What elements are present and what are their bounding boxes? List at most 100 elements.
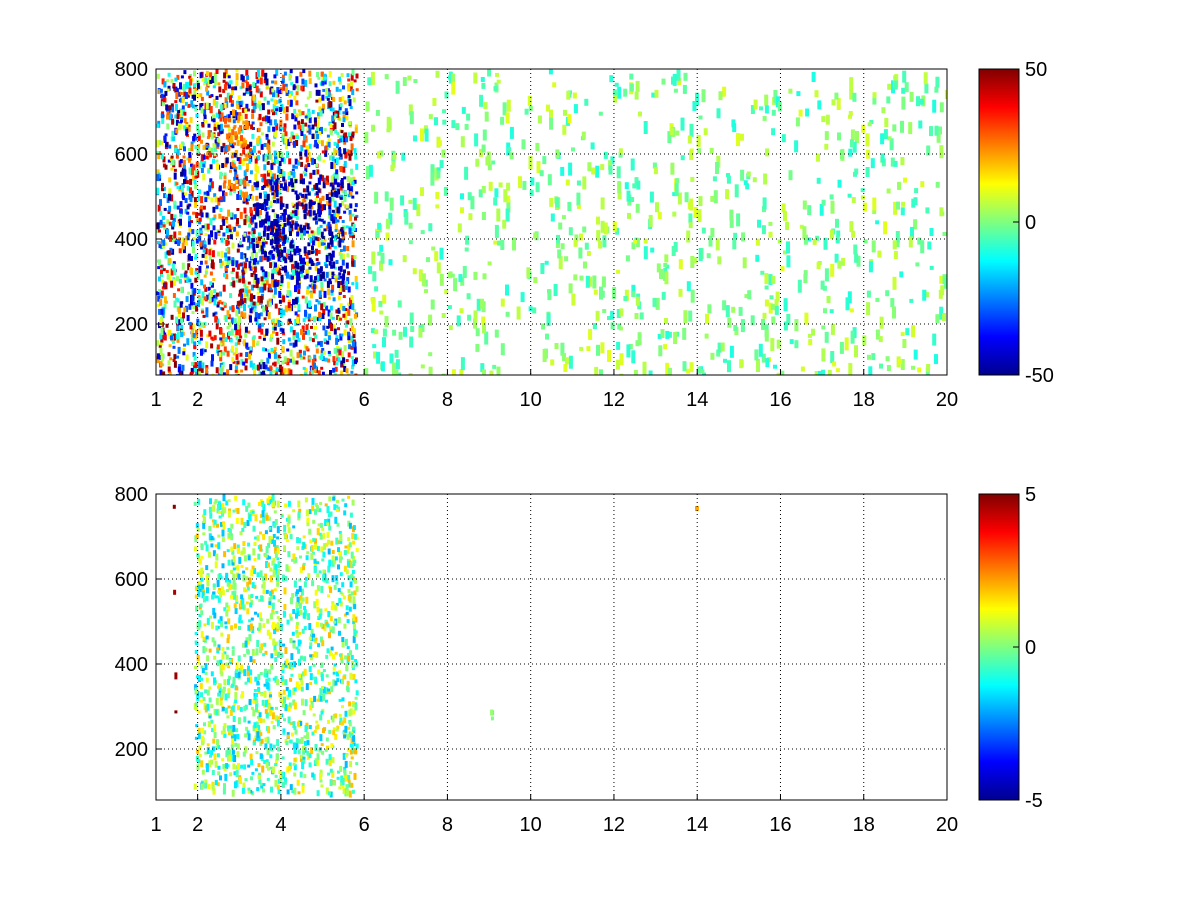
- heatmap-cell: [245, 342, 249, 349]
- heatmap-cell: [351, 499, 355, 506]
- heatmap-cell: [332, 654, 335, 660]
- heatmap-cell: [314, 325, 317, 330]
- heatmap-cell: [489, 370, 494, 375]
- heatmap-cell: [221, 529, 225, 537]
- heatmap-cell: [242, 137, 246, 145]
- heatmap-cell: [276, 337, 280, 345]
- heatmap-cell: [260, 276, 264, 282]
- heatmap-cell: [271, 159, 274, 163]
- heatmap-cell: [338, 97, 342, 102]
- heatmap-cell: [346, 657, 350, 665]
- heatmap-cell: [740, 133, 744, 141]
- heatmap-cell: [293, 764, 297, 771]
- heatmap-cell: [316, 317, 320, 322]
- heatmap-cell: [239, 352, 243, 357]
- heatmap-cell: [372, 271, 377, 282]
- heatmap-cell: [180, 370, 184, 375]
- heatmap-cell: [156, 353, 160, 360]
- heatmap-cell: [210, 132, 214, 140]
- heatmap-cell: [301, 78, 305, 85]
- heatmap-cell: [292, 298, 295, 305]
- heatmap-cell: [235, 336, 239, 341]
- heatmap-cell: [179, 159, 183, 164]
- heatmap-cell: [239, 531, 243, 536]
- heatmap-cell: [335, 309, 339, 314]
- heatmap-cell: [319, 502, 323, 505]
- heatmap-cell: [280, 157, 284, 162]
- heatmap-cell: [473, 318, 477, 329]
- heatmap-cell: [209, 271, 213, 276]
- heatmap-cell: [750, 315, 755, 326]
- heatmap-cell: [929, 126, 933, 137]
- heatmap-cell: [231, 129, 235, 136]
- heatmap-cell: [295, 215, 299, 220]
- heatmap-cell: [539, 170, 544, 177]
- heatmap-cell: [540, 263, 545, 274]
- heatmap-cell: [350, 294, 354, 300]
- heatmap-cell: [221, 361, 225, 367]
- heatmap-cell: [544, 260, 549, 265]
- heatmap-cell: [241, 288, 245, 293]
- heatmap-cell: [231, 86, 235, 91]
- heatmap-cell: [215, 625, 219, 631]
- heatmap-cell: [637, 332, 642, 346]
- heatmap-cell: [269, 250, 273, 254]
- heatmap-cell: [334, 178, 337, 185]
- heatmap-cell: [294, 158, 298, 165]
- heatmap-cell: [308, 313, 312, 320]
- heatmap-cell: [379, 244, 384, 252]
- heatmap-cell: [313, 601, 317, 609]
- heatmap-cell: [326, 134, 330, 138]
- heatmap-cell: [329, 791, 333, 798]
- heatmap-cell: [203, 191, 207, 195]
- heatmap-cell: [194, 362, 198, 369]
- heatmap-cell: [228, 80, 232, 85]
- heatmap-cell: [246, 293, 250, 301]
- heatmap-cell: [242, 126, 246, 130]
- heatmap-cell: [895, 231, 900, 243]
- heatmap-cell: [195, 533, 199, 539]
- heatmap-cell: [682, 84, 687, 94]
- heatmap-cell: [246, 677, 250, 683]
- heatmap-cell: [661, 291, 666, 300]
- heatmap-cell: [175, 154, 179, 159]
- heatmap-cell: [678, 288, 683, 297]
- heatmap-cell: [265, 310, 269, 317]
- heatmap-cell: [340, 364, 344, 368]
- heatmap-cell: [304, 164, 308, 169]
- heatmap-cell: [207, 123, 211, 128]
- heatmap-cell: [161, 188, 165, 192]
- heatmap-cell: [273, 266, 277, 270]
- heatmap-cell: [460, 357, 465, 371]
- heatmap-cell: [158, 308, 162, 315]
- heatmap-cell: [226, 114, 229, 122]
- heatmap-cell: [839, 150, 844, 159]
- heatmap-cell: [175, 316, 179, 324]
- heatmap-cell: [424, 128, 429, 142]
- heatmap-cell: [303, 246, 307, 254]
- heatmap-cell: [598, 111, 603, 116]
- heatmap-cell: [254, 173, 258, 181]
- heatmap-cell: [251, 336, 255, 341]
- heatmap-cell: [555, 149, 560, 159]
- heatmap-cell: [319, 340, 323, 347]
- heatmap-cell: [218, 185, 222, 192]
- heatmap-cell: [547, 174, 552, 186]
- heatmap-cell: [335, 335, 339, 339]
- heatmap-cell: [248, 577, 252, 585]
- heatmap-cell: [182, 312, 185, 319]
- heatmap-cell: [342, 166, 346, 173]
- heatmap-cell: [269, 119, 273, 126]
- heatmap-cell: [326, 88, 330, 92]
- heatmap-cell: [307, 163, 311, 167]
- heatmap-cell: [319, 688, 323, 695]
- heatmap-cell: [311, 731, 315, 736]
- heatmap-cell: [205, 367, 209, 374]
- heatmap-cell: [193, 341, 197, 349]
- heatmap-cell: [829, 194, 834, 200]
- heatmap-cell: [311, 283, 315, 290]
- heatmap-cell: [268, 298, 272, 302]
- heatmap-cell: [236, 102, 240, 109]
- heatmap-cell: [299, 720, 303, 726]
- heatmap-cell: [254, 536, 258, 540]
